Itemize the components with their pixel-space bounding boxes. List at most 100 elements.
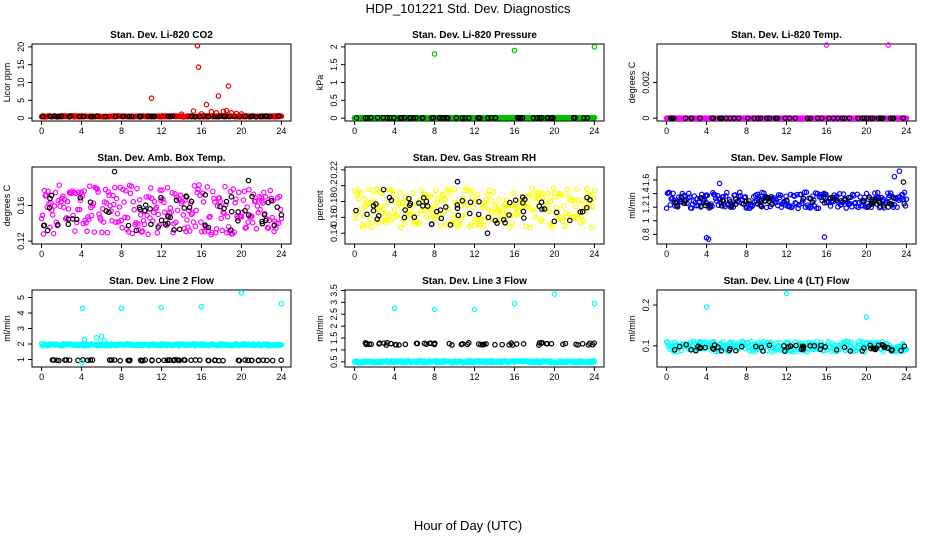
plot-frame <box>344 289 605 368</box>
data-point <box>198 228 205 235</box>
data-point-black <box>545 114 551 121</box>
data-point-black <box>275 113 282 119</box>
data-point <box>161 209 168 215</box>
data-point-black <box>901 343 908 349</box>
data-point-black <box>710 346 717 353</box>
data-point-black <box>155 224 162 230</box>
data-point-black <box>248 357 255 364</box>
x-tick-label: 8 <box>432 249 437 259</box>
data-point <box>492 205 499 212</box>
data-point <box>723 193 729 199</box>
data-point <box>901 189 908 196</box>
x-tick-label: 16 <box>509 372 519 382</box>
data-point <box>398 224 404 231</box>
y-tick-label: 0.14 <box>329 224 339 242</box>
data-point-black <box>746 198 752 204</box>
data-point <box>130 198 137 205</box>
data-point <box>361 196 368 202</box>
data-point <box>564 186 571 193</box>
x-tick-label: 20 <box>861 126 871 136</box>
data-point-black <box>271 222 278 229</box>
data-point-black <box>133 227 140 234</box>
data-point-black <box>106 357 113 363</box>
x-tick-label: 4 <box>79 126 84 136</box>
data-point <box>553 204 560 211</box>
x-tick-label: 0 <box>664 249 669 259</box>
data-point <box>574 215 581 222</box>
data-point <box>103 200 110 206</box>
data-point-outlier <box>148 95 155 101</box>
data-point <box>56 182 62 188</box>
x-tick-label: 0 <box>664 126 669 136</box>
data-point <box>851 341 858 347</box>
data-point-black <box>117 357 123 364</box>
data-point-black <box>76 113 83 120</box>
data-point-outlier <box>511 300 518 307</box>
data-point-black <box>764 115 770 121</box>
plot-frame <box>31 166 292 245</box>
data-point-outlier <box>705 236 712 242</box>
x-tick-label: 8 <box>432 126 437 136</box>
data-point <box>51 203 58 209</box>
data-point-black <box>63 357 69 363</box>
data-point-black <box>235 218 241 224</box>
y-tick-label: 1 <box>641 218 651 223</box>
data-point-black <box>880 203 887 209</box>
data-point <box>531 193 538 200</box>
y-tick-label: 0.16 <box>16 197 26 215</box>
data-point-black <box>870 115 876 121</box>
data-point <box>748 338 754 345</box>
y-axis-label: percent <box>315 190 325 221</box>
data-point <box>457 218 463 224</box>
data-point <box>777 339 784 346</box>
data-point-black <box>211 357 218 364</box>
data-point-black <box>718 348 725 354</box>
data-point-black <box>798 346 805 353</box>
y-tick-label: 2 <box>329 324 339 329</box>
data-point-black <box>126 113 132 120</box>
data-point-black <box>475 211 482 218</box>
data-point-black <box>672 199 678 206</box>
data-point-black <box>757 115 764 121</box>
data-point <box>698 339 704 346</box>
data-point-black <box>89 357 96 363</box>
data-point <box>470 204 476 210</box>
data-point-outlier <box>716 180 723 187</box>
data-point-black <box>424 203 431 209</box>
data-point-black <box>183 193 190 200</box>
y-tick-label: 5 <box>16 295 26 300</box>
data-point <box>418 187 425 194</box>
data-point-black <box>671 346 678 353</box>
data-point <box>192 223 199 230</box>
data-point-black <box>766 342 773 348</box>
x-tick-label: 4 <box>704 372 709 382</box>
data-point-black <box>87 199 94 205</box>
data-point-black <box>66 113 73 120</box>
data-point <box>128 183 135 190</box>
data-point-outlier <box>195 64 202 70</box>
panel-5: Stan. Dev. Gas Stream RH percent 0 4 8 12 16 20… <box>315 153 605 259</box>
x-tick-label: 4 <box>79 372 84 382</box>
data-point-black <box>890 115 897 121</box>
data-point <box>392 195 399 201</box>
y-tick-label: 0.12 <box>16 232 26 250</box>
data-point-black <box>222 113 228 120</box>
x-tick-label: 16 <box>821 249 831 259</box>
data-point <box>146 194 152 200</box>
data-point-black <box>413 340 420 347</box>
data-point <box>548 198 554 205</box>
x-tick-label: 20 <box>549 249 559 259</box>
data-point-black <box>40 113 46 120</box>
data-point-black <box>754 201 761 207</box>
plot-frame <box>656 289 917 368</box>
data-point <box>135 220 141 227</box>
data-point-black <box>262 217 269 224</box>
data-point-black <box>538 340 545 346</box>
data-point <box>236 189 242 196</box>
data-point <box>431 215 438 221</box>
data-point-black <box>553 209 560 216</box>
data-point-black <box>228 194 235 200</box>
data-point <box>777 192 784 198</box>
data-point-black <box>890 195 897 201</box>
